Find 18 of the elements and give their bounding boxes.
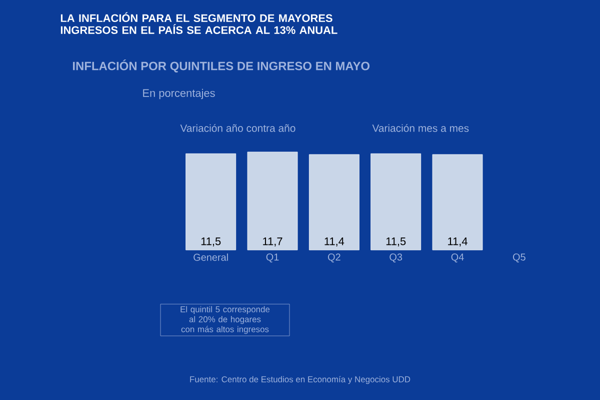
x-tick-label: Q3 [390,254,402,262]
text: Variación mes a mes [372,124,469,132]
data-label: 11,5 [201,238,221,246]
x-tick-label: General [194,254,228,261]
chart-title: LA INFLACIÓN PARA EL SEGMENTO DE MAYORES INGRESOS EN EL PAÍS SE ACERCA AL 13% ANUAL [60,12,338,34]
data-label: 11,5 [386,238,406,246]
data-label: 11,4 [324,238,344,246]
source-note: Fuente: Centro de Estudios en Economía y Negocios UDD [190,376,410,384]
x-tick-label: Q5 [513,254,526,262]
data-label: 11,4 [448,238,468,246]
text: El quintil 5 corresponde al 20% de hogares con más altos ingresos [180,306,270,334]
x-tick-label: Q1 [266,254,279,262]
text: En porcentajes [143,88,215,100]
x-tick-label: Q2 [328,254,340,262]
text: Variación año contra año [180,124,296,132]
chart-subtitle: INFLACIÓN POR QUINTILES DE INGRESO EN MAYO [73,60,370,72]
data-label: 11,7 [263,238,282,246]
x-tick-label: Q4 [451,254,464,262]
